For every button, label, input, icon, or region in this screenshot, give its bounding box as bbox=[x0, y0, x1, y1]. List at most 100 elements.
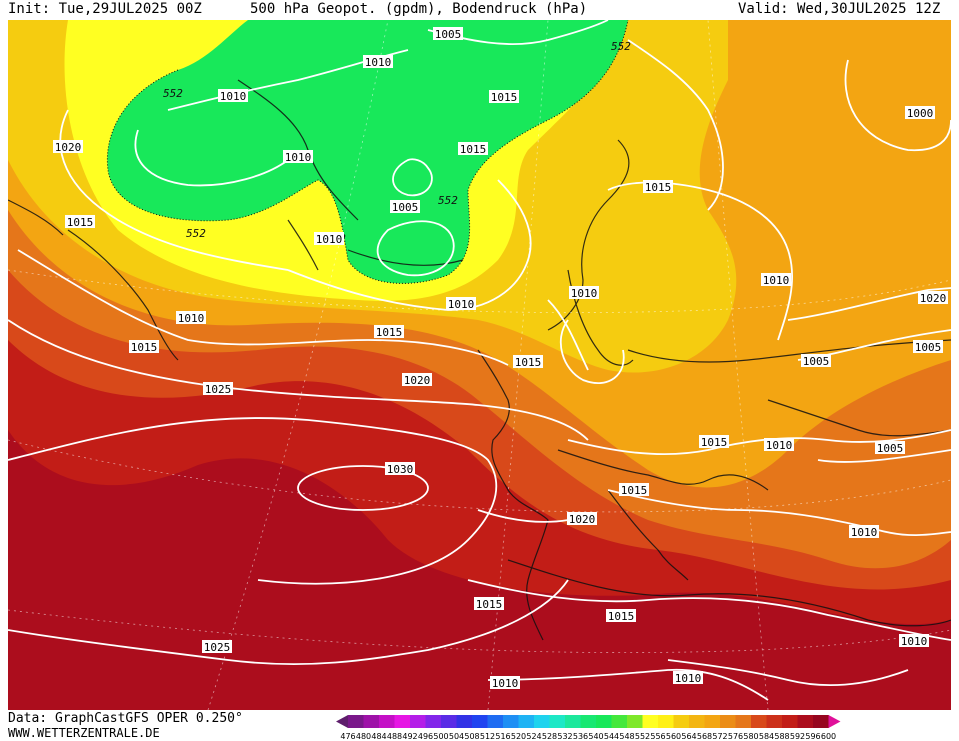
scale-swatch bbox=[456, 715, 473, 728]
chart-title: 500 hPa Geopot. (gpdm), Bodendruck (hPa) bbox=[250, 1, 588, 17]
pressure-label-text: 1005 bbox=[435, 28, 462, 41]
pressure-label: 1010 bbox=[314, 232, 344, 246]
scale-label: 532 bbox=[557, 732, 572, 741]
color-scale: 476 480 484 488 492 496 500 504 508 512 516 520 524 5… bbox=[336, 715, 841, 741]
pressure-label-box bbox=[606, 609, 636, 622]
scale-label: 584 bbox=[759, 732, 774, 741]
scale-label: 524 bbox=[526, 732, 541, 741]
pressure-label-box bbox=[202, 640, 232, 653]
scale-label: 572 bbox=[712, 732, 727, 741]
scale-swatch bbox=[472, 715, 488, 728]
scale-swatch bbox=[425, 715, 442, 728]
height-label: 552 bbox=[163, 87, 183, 100]
pressure-label: 1025 bbox=[203, 382, 233, 396]
pressure-label-box bbox=[129, 340, 159, 353]
pressure-label-text: 1015 bbox=[701, 436, 728, 449]
pressure-label: 1005 bbox=[390, 200, 420, 214]
pressure-label: 1010 bbox=[673, 671, 703, 685]
pressure-label: 1020 bbox=[402, 373, 432, 387]
pressure-label-box bbox=[490, 676, 520, 689]
scale-swatch bbox=[766, 715, 783, 728]
scale-label: 580 bbox=[743, 732, 758, 741]
scale-arrow-left bbox=[336, 715, 348, 728]
scale-swatch bbox=[704, 715, 721, 728]
height-label: 552 bbox=[438, 194, 458, 207]
scale-label: 508 bbox=[464, 732, 479, 741]
pressure-label: 1015 bbox=[513, 355, 543, 369]
scale-label: 588 bbox=[774, 732, 789, 741]
scale-label: 552 bbox=[635, 732, 650, 741]
pressure-label: 1020 bbox=[53, 140, 83, 154]
scale-label: 576 bbox=[728, 732, 743, 741]
data-source: Data: GraphCastGFS OPER 0.250° bbox=[8, 711, 243, 726]
pressure-label-text: 1015 bbox=[476, 598, 503, 611]
pressure-label: 1000 bbox=[905, 106, 935, 120]
scale-swatch bbox=[642, 715, 659, 728]
scale-label: 540 bbox=[588, 732, 603, 741]
pressure-label: 1010 bbox=[283, 150, 313, 164]
scale-label: 476 bbox=[340, 732, 355, 741]
scale-label: 536 bbox=[573, 732, 588, 741]
scale-label: 600 bbox=[821, 732, 836, 741]
website-link[interactable]: WWW.WETTERZENTRALE.DE bbox=[8, 726, 160, 740]
pressure-label: 1015 bbox=[643, 180, 673, 194]
pressure-label: 1015 bbox=[474, 597, 504, 611]
scale-swatch bbox=[673, 715, 690, 728]
scale-swatch bbox=[487, 715, 504, 728]
scale-label: 484 bbox=[371, 732, 386, 741]
pressure-label-text: 1015 bbox=[621, 484, 648, 497]
scale-label: 516 bbox=[495, 732, 510, 741]
pressure-label-text: 1010 bbox=[901, 635, 928, 648]
pressure-label-text: 1005 bbox=[877, 442, 904, 455]
valid-time: Valid: Wed,30JUL2025 12Z bbox=[738, 1, 941, 17]
pressure-label-text: 1025 bbox=[205, 383, 232, 396]
scale-label: 504 bbox=[449, 732, 464, 741]
weather-map: 552 552 552 552 552 10051010101010151020… bbox=[8, 20, 951, 710]
pressure-label-text: 1010 bbox=[316, 233, 343, 246]
pressure-label: 1015 bbox=[606, 609, 636, 623]
pressure-label-box bbox=[314, 232, 344, 245]
height-label: 552 bbox=[186, 227, 206, 240]
pressure-label-text: 1020 bbox=[55, 141, 82, 154]
pressure-label: 1020 bbox=[918, 291, 948, 305]
scale-label: 560 bbox=[666, 732, 681, 741]
pressure-label-text: 1005 bbox=[915, 341, 942, 354]
pressure-label: 1015 bbox=[458, 142, 488, 156]
coastlines bbox=[8, 79, 951, 641]
graticule bbox=[8, 20, 951, 710]
pressure-label-box bbox=[218, 89, 248, 102]
pressure-label-text: 1015 bbox=[491, 91, 518, 104]
scale-swatch bbox=[735, 715, 752, 728]
scale-label: 564 bbox=[681, 732, 696, 741]
pressure-label: 1005 bbox=[801, 354, 831, 368]
pressure-label-box bbox=[673, 671, 703, 684]
pressure-label-box bbox=[764, 438, 794, 451]
pressure-label-box bbox=[458, 142, 488, 155]
pressure-label-box bbox=[374, 325, 404, 338]
scale-swatch bbox=[441, 715, 457, 728]
scale-swatch bbox=[797, 715, 814, 728]
scale-label: 544 bbox=[604, 732, 619, 741]
pressure-label-box bbox=[489, 90, 519, 103]
pressure-label-box bbox=[203, 382, 233, 395]
pressure-label-box bbox=[283, 150, 313, 163]
scale-label: 492 bbox=[402, 732, 417, 741]
pressure-label: 1020 bbox=[567, 512, 597, 526]
pressure-label-text: 1010 bbox=[220, 90, 247, 103]
scale-labels: 476 480 484 488 492 496 500 504 508 512 516 520 524 5… bbox=[340, 732, 836, 741]
pressure-label-text: 1015 bbox=[131, 341, 158, 354]
pressure-label-box bbox=[53, 140, 83, 153]
pressure-label-box bbox=[513, 355, 543, 368]
pressure-label-box bbox=[699, 435, 729, 448]
pressure-label: 1010 bbox=[363, 55, 393, 69]
scale-swatch bbox=[611, 715, 628, 728]
pressure-label: 1010 bbox=[899, 634, 929, 648]
pressure-label-text: 1020 bbox=[404, 374, 431, 387]
scale-swatch bbox=[348, 715, 364, 728]
scale-label: 500 bbox=[433, 732, 448, 741]
pressure-label-box bbox=[567, 512, 597, 525]
pressure-label: 1015 bbox=[129, 340, 159, 354]
pressure-label-text: 1020 bbox=[569, 513, 596, 526]
footer-bar: Data: GraphCastGFS OPER 0.250° WWW.WETTE… bbox=[0, 710, 959, 741]
